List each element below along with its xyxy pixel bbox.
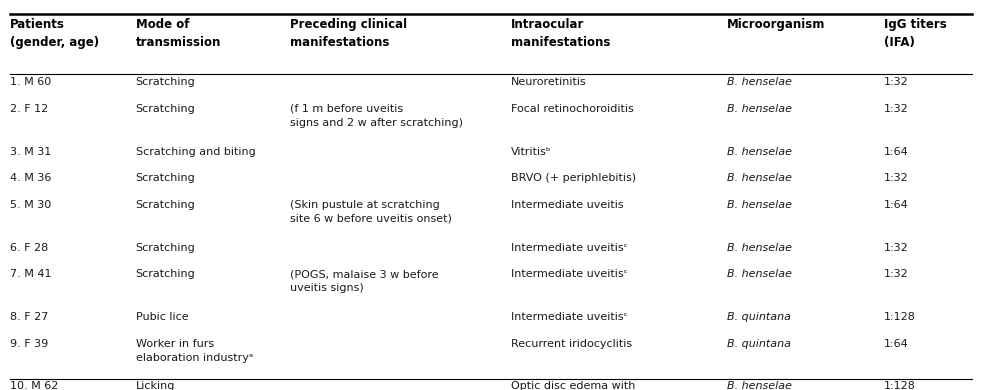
Text: B. henselae: B. henselae xyxy=(727,147,791,157)
Text: B. quintana: B. quintana xyxy=(727,312,791,322)
Text: 1:64: 1:64 xyxy=(884,339,908,349)
Text: (f 1 m before uveitis
signs and 2 w after scratching): (f 1 m before uveitis signs and 2 w afte… xyxy=(290,104,463,128)
Text: 6. F 28: 6. F 28 xyxy=(10,243,48,253)
Text: Scratching: Scratching xyxy=(136,269,195,279)
Text: (POGS, malaise 3 w before
uveitis signs): (POGS, malaise 3 w before uveitis signs) xyxy=(290,269,438,293)
Text: B. henselae: B. henselae xyxy=(727,381,791,390)
Text: 1:32: 1:32 xyxy=(884,104,908,114)
Text: 9. F 39: 9. F 39 xyxy=(10,339,48,349)
Text: Optic disc edema with
peripapillary SRD: Optic disc edema with peripapillary SRD xyxy=(511,381,635,390)
Text: Scratching: Scratching xyxy=(136,104,195,114)
Text: B. henselae: B. henselae xyxy=(727,173,791,183)
Text: 1:64: 1:64 xyxy=(884,200,908,210)
Text: Licking: Licking xyxy=(136,381,175,390)
Text: 4. M 36: 4. M 36 xyxy=(10,173,51,183)
Text: Preceding clinical
manifestations: Preceding clinical manifestations xyxy=(290,18,407,49)
Text: 3. M 31: 3. M 31 xyxy=(10,147,51,157)
Text: 2. F 12: 2. F 12 xyxy=(10,104,48,114)
Text: 1:32: 1:32 xyxy=(884,243,908,253)
Text: Focal retinochoroiditis: Focal retinochoroiditis xyxy=(511,104,633,114)
Text: IgG titers
(IFA): IgG titers (IFA) xyxy=(884,18,947,49)
Text: B. henselae: B. henselae xyxy=(727,243,791,253)
Text: (Skin pustule at scratching
site 6 w before uveitis onset): (Skin pustule at scratching site 6 w bef… xyxy=(290,200,452,224)
Text: B. henselae: B. henselae xyxy=(727,269,791,279)
Text: 7. M 41: 7. M 41 xyxy=(10,269,51,279)
Text: 10. M 62: 10. M 62 xyxy=(10,381,58,390)
Text: Microorganism: Microorganism xyxy=(727,18,825,30)
Text: 1. M 60: 1. M 60 xyxy=(10,77,51,87)
Text: B. henselae: B. henselae xyxy=(727,200,791,210)
Text: Neuroretinitis: Neuroretinitis xyxy=(511,77,586,87)
Text: Scratching: Scratching xyxy=(136,77,195,87)
Text: Pubic lice: Pubic lice xyxy=(136,312,189,322)
Text: Recurrent iridocyclitis: Recurrent iridocyclitis xyxy=(511,339,631,349)
Text: Patients
(gender, age): Patients (gender, age) xyxy=(10,18,99,49)
Text: B. henselae: B. henselae xyxy=(727,104,791,114)
Text: BRVO (+ periphlebitis): BRVO (+ periphlebitis) xyxy=(511,173,635,183)
Text: 1:64: 1:64 xyxy=(884,147,908,157)
Text: Intermediate uveitisᶜ: Intermediate uveitisᶜ xyxy=(511,269,627,279)
Text: Worker in furs
elaboration industryᵃ: Worker in furs elaboration industryᵃ xyxy=(136,339,252,363)
Text: Intermediate uveitisᶜ: Intermediate uveitisᶜ xyxy=(511,312,627,322)
Text: Scratching: Scratching xyxy=(136,173,195,183)
Text: 1:32: 1:32 xyxy=(884,77,908,87)
Text: Mode of
transmission: Mode of transmission xyxy=(136,18,221,49)
Text: 1:32: 1:32 xyxy=(884,173,908,183)
Text: Intermediate uveitisᶜ: Intermediate uveitisᶜ xyxy=(511,243,627,253)
Text: 1:32: 1:32 xyxy=(884,269,908,279)
Text: 1:128: 1:128 xyxy=(884,381,915,390)
Text: Vitritisᵇ: Vitritisᵇ xyxy=(511,147,551,157)
Text: Scratching: Scratching xyxy=(136,243,195,253)
Text: B. henselae: B. henselae xyxy=(727,77,791,87)
Text: Intermediate uveitis: Intermediate uveitis xyxy=(511,200,624,210)
Text: 1:128: 1:128 xyxy=(884,312,915,322)
Text: 8. F 27: 8. F 27 xyxy=(10,312,48,322)
Text: Scratching and biting: Scratching and biting xyxy=(136,147,255,157)
Text: Intraocular
manifestations: Intraocular manifestations xyxy=(511,18,610,49)
Text: B. quintana: B. quintana xyxy=(727,339,791,349)
Text: Scratching: Scratching xyxy=(136,200,195,210)
Text: 5. M 30: 5. M 30 xyxy=(10,200,51,210)
